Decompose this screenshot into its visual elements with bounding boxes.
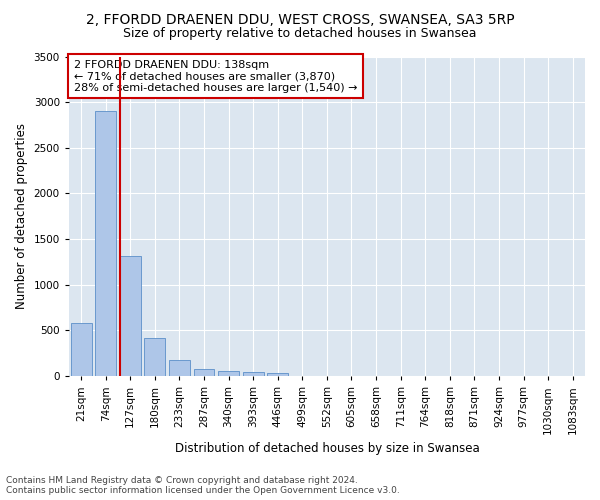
Bar bbox=[95, 112, 116, 376]
Bar bbox=[169, 360, 190, 376]
Bar bbox=[218, 372, 239, 376]
Text: Size of property relative to detached houses in Swansea: Size of property relative to detached ho… bbox=[123, 28, 477, 40]
Text: 2 FFORDD DRAENEN DDU: 138sqm
← 71% of detached houses are smaller (3,870)
28% of: 2 FFORDD DRAENEN DDU: 138sqm ← 71% of de… bbox=[74, 60, 358, 93]
Y-axis label: Number of detached properties: Number of detached properties bbox=[15, 124, 28, 310]
Bar bbox=[120, 256, 141, 376]
X-axis label: Distribution of detached houses by size in Swansea: Distribution of detached houses by size … bbox=[175, 442, 479, 455]
Bar bbox=[243, 372, 263, 376]
Bar bbox=[194, 368, 214, 376]
Bar bbox=[268, 373, 288, 376]
Bar bbox=[145, 338, 166, 376]
Text: 2, FFORDD DRAENEN DDU, WEST CROSS, SWANSEA, SA3 5RP: 2, FFORDD DRAENEN DDU, WEST CROSS, SWANS… bbox=[86, 12, 514, 26]
Bar bbox=[71, 323, 92, 376]
Text: Contains HM Land Registry data © Crown copyright and database right 2024.
Contai: Contains HM Land Registry data © Crown c… bbox=[6, 476, 400, 495]
